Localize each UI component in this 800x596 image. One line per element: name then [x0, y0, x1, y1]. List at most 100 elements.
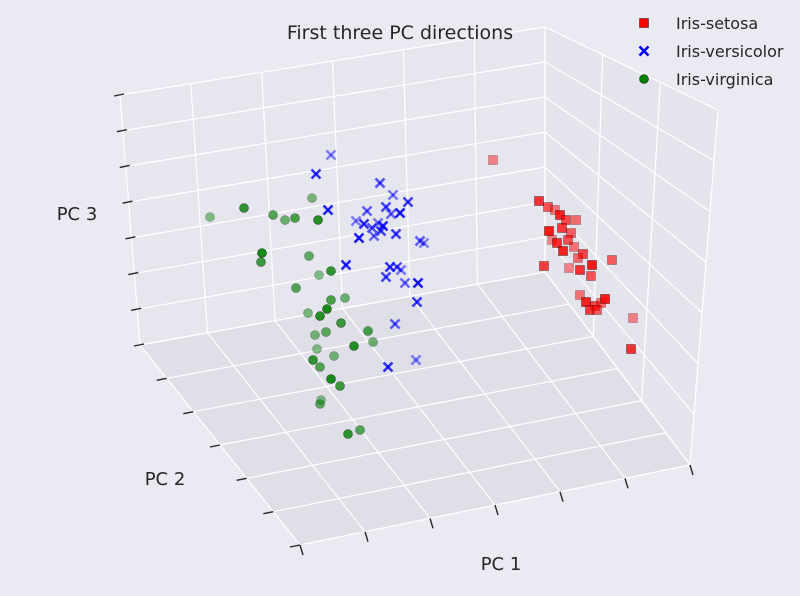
- grid-line: [331, 60, 344, 309]
- data-point: [205, 212, 215, 222]
- data-point: [552, 238, 562, 248]
- z-tick: [113, 93, 125, 97]
- data-point: [326, 295, 336, 305]
- data-point: [575, 265, 585, 275]
- floor-pane: [140, 272, 690, 545]
- data-point: [550, 205, 560, 215]
- data-point: [336, 318, 346, 328]
- data-point: [322, 304, 332, 314]
- data-point: [340, 293, 350, 303]
- data-point: [558, 246, 568, 256]
- data-point: [581, 297, 591, 307]
- grid-line: [544, 166, 703, 314]
- data-point: [315, 399, 325, 409]
- data-point: [308, 355, 318, 365]
- data-point: [321, 327, 331, 337]
- x-tick: [559, 491, 564, 502]
- grid-line: [119, 26, 546, 96]
- data-point: [399, 277, 411, 289]
- data-point: [239, 203, 249, 213]
- data-point: [368, 337, 378, 347]
- data-point: [325, 149, 337, 161]
- grid-line: [592, 54, 604, 337]
- data-point: [639, 18, 649, 28]
- data-point: [340, 259, 352, 271]
- data-point: [353, 232, 365, 244]
- data-point: [315, 311, 325, 321]
- data-point: [314, 270, 324, 280]
- y-tick: [236, 477, 247, 482]
- data-point: [418, 237, 430, 249]
- data-point: [312, 344, 322, 354]
- data-point: [303, 308, 313, 318]
- grid-line: [544, 96, 711, 212]
- data-point: [557, 223, 567, 233]
- legend-label: Iris-setosa: [676, 14, 758, 33]
- x-tick: [689, 464, 694, 476]
- data-point: [375, 225, 387, 237]
- data-point: [390, 228, 402, 240]
- grid-line: [544, 131, 707, 263]
- data-point: [307, 193, 317, 203]
- data-point: [414, 235, 426, 247]
- grid-line: [119, 94, 141, 346]
- data-point: [638, 45, 650, 57]
- y-axis-label: PC 2: [145, 469, 186, 490]
- grid-line: [125, 96, 546, 168]
- grid-line: [689, 109, 719, 466]
- data-point: [257, 248, 267, 258]
- data-point: [380, 201, 392, 213]
- data-point: [349, 341, 359, 351]
- grid-line: [641, 82, 661, 401]
- grid-line: [342, 308, 496, 506]
- data-point: [268, 210, 278, 220]
- x-tick: [364, 531, 369, 542]
- legend: Iris-setosa Iris-versicolor Iris-virginica: [638, 14, 784, 89]
- data-point: [387, 189, 399, 201]
- legend-label: Iris-versicolor: [676, 42, 784, 61]
- x-tick: [299, 544, 304, 556]
- data-point: [355, 425, 365, 435]
- data-point: [394, 207, 406, 219]
- grid-line: [544, 271, 691, 466]
- data-point: [411, 296, 423, 308]
- chart-title: First three PC directions: [287, 22, 513, 44]
- z-tick: [119, 164, 130, 169]
- data-point: [587, 260, 597, 270]
- data-point: [626, 344, 636, 354]
- data-point: [326, 266, 336, 276]
- grid-line: [274, 320, 431, 519]
- data-point: [488, 155, 498, 165]
- data-point: [385, 208, 397, 220]
- x-tick: [494, 504, 499, 516]
- grid-line: [473, 38, 479, 285]
- data-point: [563, 235, 573, 245]
- data-point: [363, 326, 373, 336]
- data-point: [555, 210, 565, 220]
- grid-line: [544, 61, 715, 162]
- data-point: [322, 204, 334, 216]
- data-point: [586, 271, 596, 281]
- data-point: [569, 242, 579, 252]
- data-point: [628, 313, 638, 323]
- data-point: [343, 429, 353, 439]
- x-axis-label: PC 1: [481, 554, 522, 575]
- data-point: [358, 218, 370, 230]
- data-point: [313, 215, 323, 225]
- z-axis-label: PC 3: [57, 204, 98, 225]
- data-point: [368, 230, 380, 242]
- tick-marks: [113, 93, 694, 556]
- data-point: [561, 215, 571, 225]
- grid-line: [134, 201, 546, 275]
- back-left-pane: [120, 27, 545, 345]
- data-point: [316, 395, 326, 405]
- y-tick: [209, 444, 221, 448]
- data-point: [315, 362, 325, 372]
- z-tick: [131, 307, 142, 311]
- grid-line: [261, 72, 276, 321]
- data-point: [600, 294, 610, 304]
- data-point: [402, 196, 414, 208]
- data-point: [374, 177, 386, 189]
- z-tick: [125, 236, 136, 240]
